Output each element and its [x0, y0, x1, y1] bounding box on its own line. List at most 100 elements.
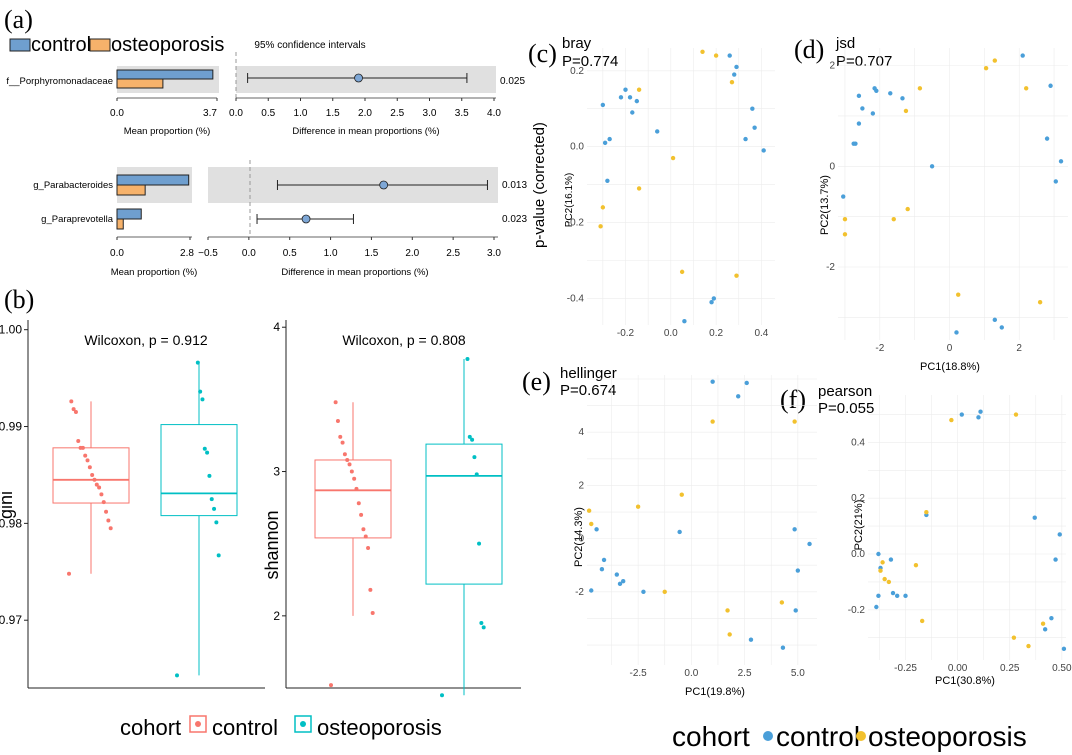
scatter-plot: -0.25 0.00 0.25 0.50 -0.2 0.0 0.2 0.4 [848, 395, 1072, 674]
data-point-control [359, 512, 364, 517]
bar-osteoporosis [116, 218, 124, 230]
x-tick-label: 0.2 [709, 328, 723, 339]
boxplot-shannon [314, 356, 503, 698]
legend-dot-control [763, 731, 773, 741]
y-axis-ticks: 2 3 4 [273, 320, 286, 623]
data-point-osteoporosis [481, 625, 486, 630]
data-point-osteoporosis [200, 397, 205, 402]
panel-label-f: (f) [780, 385, 806, 414]
ci-title: 95% confidence intervals [254, 40, 365, 51]
x-tick-label: 2.5 [738, 668, 752, 679]
point-osteoporosis [710, 419, 715, 424]
point-osteoporosis [589, 521, 594, 527]
point-control [793, 608, 798, 613]
legend-key-control [189, 715, 207, 733]
point-osteoporosis [779, 600, 785, 605]
point-control [748, 637, 754, 642]
data-point-control [342, 452, 347, 457]
point-osteoporosis [600, 205, 606, 210]
x-tick-label: -2 [875, 343, 884, 354]
y-tick-label: -2 [826, 262, 835, 273]
point-control [655, 129, 660, 134]
point-osteoporosis [903, 108, 909, 114]
point-osteoporosis [1026, 643, 1031, 649]
permanova-p: P=0.774 [562, 53, 618, 70]
x-tick-label: -0.25 [894, 663, 917, 674]
ci-background-row [236, 66, 496, 93]
data-point-control [340, 440, 345, 445]
data-point-osteoporosis [479, 621, 484, 626]
ci-x-axis-label: Difference in mean proportions (%) [292, 126, 439, 137]
point-control [614, 572, 620, 577]
data-point-control [78, 445, 83, 450]
x-tick-label: 0.0 [110, 108, 124, 119]
point-control [1058, 159, 1064, 164]
data-point-osteoporosis [195, 360, 200, 365]
point-osteoporosis [635, 504, 641, 509]
point-control [602, 140, 608, 146]
point-control [1049, 615, 1054, 621]
mean-difference-point [379, 180, 389, 190]
point-osteoporosis [882, 576, 887, 582]
point-control [605, 178, 610, 184]
data-point-osteoporosis [205, 450, 210, 455]
point-control [860, 106, 865, 111]
x-axis-label: PC1(19.8%) [685, 686, 745, 698]
panel-label-c: (c) [528, 39, 557, 68]
point-osteoporosis [880, 560, 885, 565]
scatter-legend: cohort control osteoporosis [672, 721, 1027, 752]
point-control [627, 95, 633, 100]
point-osteoporosis [878, 568, 883, 573]
point-osteoporosis [670, 155, 676, 161]
data-point-osteoporosis [216, 553, 221, 558]
y-tick-label: 0 [829, 161, 835, 172]
point-control [618, 95, 624, 100]
point-control [589, 588, 594, 593]
data-point-control [87, 465, 92, 470]
data-point-control [90, 472, 95, 477]
x-tick-label: 2 [1016, 343, 1022, 354]
y-tick-label: 0.97 [0, 613, 22, 627]
point-control [710, 379, 715, 384]
ci-x-tick-label: 2.5 [446, 248, 460, 259]
legend-label-osteoporosis: osteoporosis [111, 34, 224, 56]
data-point-control [71, 407, 76, 412]
point-osteoporosis [905, 206, 910, 212]
legend-dot-osteoporosis [856, 731, 866, 741]
point-osteoporosis [679, 492, 684, 497]
y-tick-label: 4 [273, 320, 280, 334]
data-point-control [92, 477, 97, 482]
data-point-control [104, 509, 109, 514]
point-osteoporosis [713, 53, 719, 58]
data-point-control [67, 571, 71, 576]
data-point-osteoporosis [477, 541, 482, 546]
point-control [1053, 557, 1058, 562]
wilcoxon-label: Wilcoxon, p = 0.912 [84, 332, 208, 348]
data-point-osteoporosis [202, 446, 207, 451]
point-osteoporosis [983, 65, 989, 71]
data-point-osteoporosis [209, 497, 214, 502]
panel-e-pcoa-hellinger: hellinger P=0.674 PC2(14.3%) PC1(19.8%) … [560, 365, 817, 698]
x-tick-label: 0.0 [110, 248, 124, 259]
data-point-osteoporosis [175, 673, 179, 678]
point-osteoporosis [729, 79, 735, 85]
point-osteoporosis [734, 273, 739, 278]
data-point-control [366, 546, 371, 551]
legend-label-osteoporosis: osteoporosis [317, 715, 442, 740]
ci-x-tick-label: 2.0 [405, 248, 419, 259]
y-tick-label: 4 [578, 427, 584, 438]
x-tick-label: 5.0 [791, 668, 805, 679]
point-control [594, 527, 599, 532]
panel-c-pcoa-bray: bray P=0.774 PC2(16.1%) -0.2 0.0 0.2 0.4-0.… [562, 35, 775, 339]
x-tick-label: 0.4 [754, 328, 768, 339]
point-control [978, 409, 983, 414]
legend-dot-control [195, 721, 201, 727]
panel-a-stamp-plots: control osteoporosis 95% confidence inte… [6, 34, 527, 278]
x-tick-label: 0 [947, 343, 953, 354]
shared-y-axis-label: p-value (corrected) [531, 122, 548, 248]
y-tick-label: -2 [575, 587, 584, 598]
point-osteoporosis [636, 87, 642, 92]
panel-f-pcoa-pearson: pearson P=0.055 PC2(21%) PC1(30.8%) -0.2… [818, 383, 1072, 687]
y-tick-label: 0.98 [0, 516, 22, 530]
